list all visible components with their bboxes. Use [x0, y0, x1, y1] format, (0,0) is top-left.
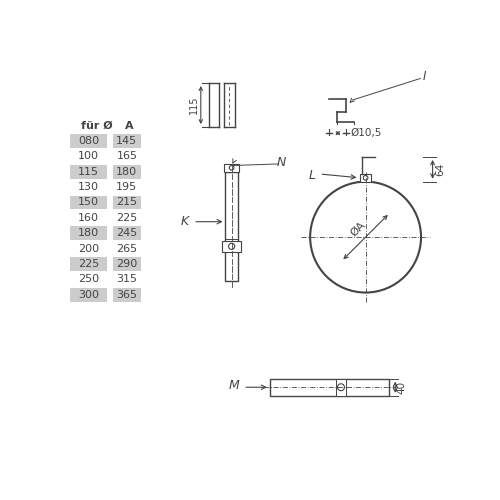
Text: 225: 225: [78, 259, 99, 269]
Text: Ø10,5: Ø10,5: [350, 128, 382, 138]
Text: L: L: [308, 169, 315, 182]
Bar: [70, 288, 107, 302]
Text: 180: 180: [78, 228, 99, 238]
Bar: [113, 134, 141, 148]
Bar: [360, 174, 371, 182]
Text: 64: 64: [435, 162, 445, 176]
Text: 195: 195: [116, 182, 138, 192]
Text: 200: 200: [78, 244, 99, 254]
Text: ØA: ØA: [348, 220, 367, 238]
Text: 100: 100: [78, 151, 99, 161]
Text: 245: 245: [116, 228, 138, 238]
Bar: [113, 288, 141, 302]
Bar: [336, 379, 346, 396]
Text: 365: 365: [116, 290, 138, 300]
Text: 165: 165: [116, 151, 138, 161]
Text: A: A: [126, 121, 134, 131]
Text: 315: 315: [116, 274, 138, 284]
Bar: [113, 196, 141, 209]
Text: 250: 250: [78, 274, 99, 284]
Text: I: I: [422, 70, 426, 84]
Text: M: M: [228, 379, 239, 392]
Text: 215: 215: [116, 198, 138, 207]
Bar: [224, 164, 240, 172]
Text: 115: 115: [188, 96, 198, 114]
Text: 080: 080: [78, 136, 99, 146]
Text: 145: 145: [116, 136, 138, 146]
Bar: [70, 164, 107, 178]
Bar: [222, 241, 241, 252]
Text: 160: 160: [78, 213, 99, 223]
Text: für Ø: für Ø: [80, 121, 112, 131]
Bar: [113, 164, 141, 178]
Bar: [226, 172, 238, 281]
Bar: [113, 257, 141, 271]
Bar: [270, 379, 389, 396]
Bar: [113, 226, 141, 240]
Text: 265: 265: [116, 244, 138, 254]
Text: 225: 225: [116, 213, 138, 223]
Text: K: K: [181, 215, 190, 228]
Bar: [70, 226, 107, 240]
Text: 290: 290: [116, 259, 138, 269]
Text: 115: 115: [78, 166, 99, 176]
Text: 180: 180: [116, 166, 138, 176]
Text: 40: 40: [397, 380, 407, 394]
Bar: [70, 134, 107, 148]
Text: 130: 130: [78, 182, 99, 192]
Text: N: N: [277, 156, 286, 169]
Text: 150: 150: [78, 198, 99, 207]
Bar: [70, 196, 107, 209]
Bar: [70, 257, 107, 271]
Text: 300: 300: [78, 290, 99, 300]
